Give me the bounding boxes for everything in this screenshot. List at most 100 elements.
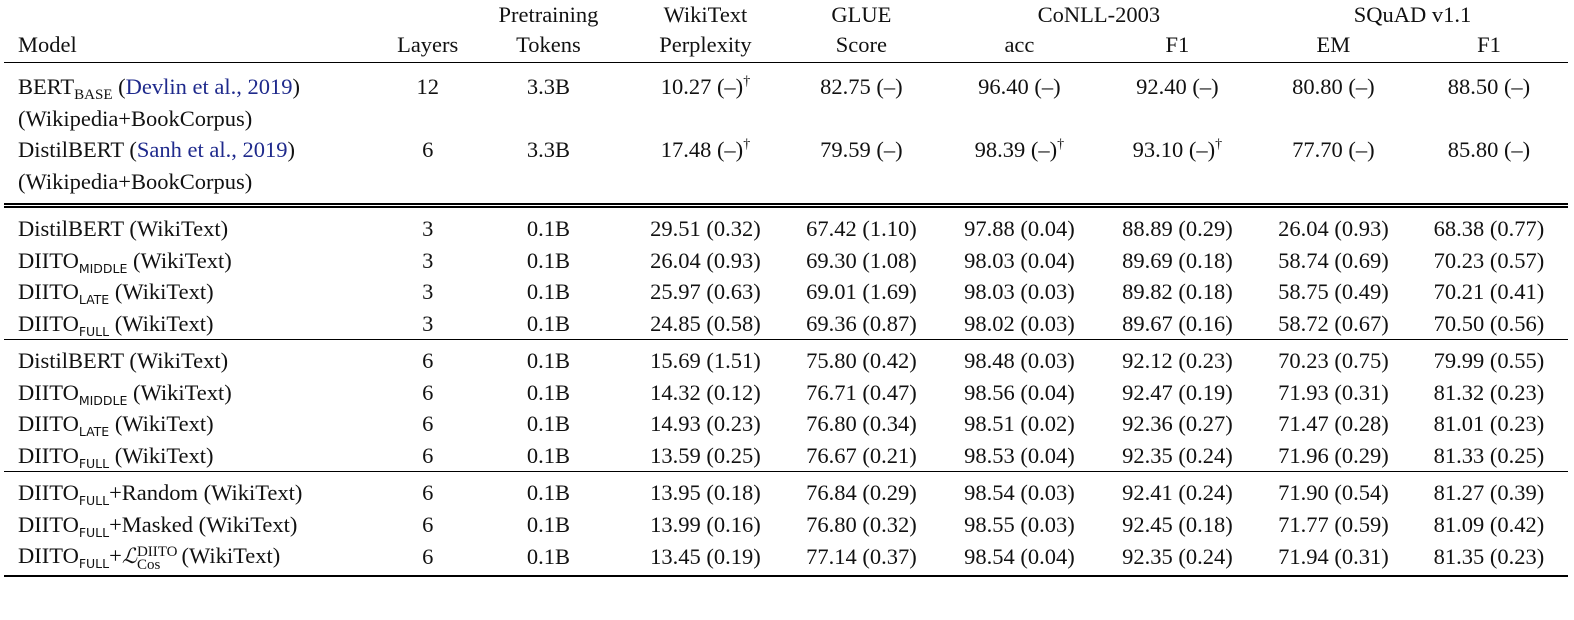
glue-score-cell: 67.42 (1.10) <box>782 206 941 245</box>
model-name: DIITO <box>18 379 79 405</box>
header-squad-f1: F1 <box>1409 30 1568 63</box>
value: 68.38 (0.77) <box>1433 216 1545 241</box>
model-name: DIITO <box>18 442 79 468</box>
value: 70.21 (0.41) <box>1433 279 1545 304</box>
value: 15.69 (1.51) <box>650 348 761 373</box>
value: 98.03 (0.03) <box>964 279 1075 304</box>
table-row: DistilBERT (WikiText) 3 0.1B 29.51 (0.32) 67… <box>4 206 1568 245</box>
value: 71.94 (0.31) <box>1278 543 1389 569</box>
value: 14.32 (0.12) <box>650 379 761 405</box>
value: 92.35 (0.24) <box>1122 442 1233 468</box>
conll-f1-cell: 92.47 (0.19) <box>1098 377 1257 409</box>
model-cell: DistilBERT (WikiText) <box>4 340 387 377</box>
model-name: DIITO <box>18 310 79 336</box>
value: 81.35 (0.23) <box>1433 543 1545 569</box>
header-glue-score: Score <box>781 30 941 63</box>
model-text: +Random (WikiText) <box>109 480 303 505</box>
conll-acc-cell: 96.40 (–) <box>941 63 1098 103</box>
model-text: (WikiText) <box>127 379 232 405</box>
value: 67.42 (1.10) <box>806 216 917 241</box>
model-text: (WikiText) <box>123 348 229 373</box>
glue-score-cell: 76.80 (0.34) <box>782 408 941 440</box>
empty-cell <box>468 103 629 135</box>
conll-f1-cell: 89.67 (0.16) <box>1097 307 1257 340</box>
layers-cell: 6 <box>422 137 434 162</box>
citation-link[interactable]: Devlin et al., 2019 <box>125 74 293 99</box>
value: 71.96 (0.29) <box>1278 442 1389 468</box>
value: 77.70 (–) <box>1292 137 1375 162</box>
model-cell: DistilBERT (Sanh et al., 2019) <box>4 134 387 166</box>
squad-em-cell: 26.04 (0.93) <box>1257 206 1410 245</box>
value: 17.48 (–) <box>660 137 744 162</box>
value: 81.09 (0.42) <box>1433 511 1545 537</box>
header-row-1: Pretraining WikiText GLUE CoNLL-2003 SQu… <box>4 0 1568 30</box>
model-text: ) <box>292 74 300 99</box>
table-row: DIITOFULL+Random (WikiText) 6 0.1B 13.95 (0… <box>4 472 1568 509</box>
tokens-cell: 3.3B <box>526 137 571 162</box>
conll-acc-cell: 98.56 (0.04) <box>941 377 1098 409</box>
model-text: (WikiText) <box>109 411 214 436</box>
tokens-cell: 0.1B <box>526 480 571 505</box>
squad-f1-cell: 70.23 (0.57) <box>1410 245 1568 277</box>
squad-f1-cell: 81.32 (0.23) <box>1410 377 1568 409</box>
model-subscript: MIDDLE <box>78 392 128 408</box>
table-row-continuation: (Wikipedia+BookCorpus) <box>4 103 1568 135</box>
model-subscript: LATE <box>78 424 110 439</box>
perplexity-cell: 13.59 (0.25) <box>628 439 782 472</box>
value: 13.59 (0.25) <box>650 442 761 468</box>
perplexity-cell: 15.69 (1.51) <box>629 340 782 377</box>
squad-em-cell: 80.80 (–) <box>1257 63 1410 103</box>
squad-f1-cell: 85.80 (–) <box>1410 134 1568 166</box>
model-name: DIITO <box>18 480 79 505</box>
value: 93.10 (–) <box>1132 137 1216 162</box>
squad-f1-cell: 68.38 (0.77) <box>1410 206 1568 245</box>
value: 89.82 (0.18) <box>1122 279 1233 304</box>
header-conll-f1: F1 <box>1097 30 1257 63</box>
model-subscript: FULL <box>78 323 110 339</box>
value: 10.27 (–) <box>660 74 744 99</box>
table-row: DistilBERT (Sanh et al., 2019) 6 3.3B 17.48… <box>4 134 1568 166</box>
empty-cell <box>782 103 941 135</box>
value: 75.80 (0.42) <box>806 348 917 373</box>
empty-cell <box>940 165 1098 208</box>
conll-f1-cell: 92.36 (0.27) <box>1098 408 1257 440</box>
value: 58.72 (0.67) <box>1278 310 1389 336</box>
conll-acc-cell: 98.53 (0.04) <box>940 439 1098 472</box>
model-cell: DIITOFULL+ℒ DIITO Cos (WikiText) <box>4 540 388 577</box>
glue-score-cell: 76.80 (0.32) <box>782 509 941 541</box>
model-text: (WikiText) <box>123 216 229 241</box>
layers-cell: 12 <box>416 74 439 99</box>
squad-f1-cell: 81.33 (0.25) <box>1409 439 1568 472</box>
model-text: +Masked (WikiText) <box>109 511 298 537</box>
model-name: DistilBERT <box>18 137 124 162</box>
value: 69.30 (1.08) <box>806 247 917 273</box>
layers-cell: 3 <box>422 247 434 273</box>
model-name: DistilBERT <box>18 216 124 241</box>
conll-f1-cell: 92.12 (0.23) <box>1098 340 1257 377</box>
model-cell: DIITOMIDDLE (WikiText) <box>4 245 387 277</box>
value: 98.03 (0.04) <box>964 247 1075 273</box>
model-name: DIITO <box>18 279 79 304</box>
model-cell: DIITOMIDDLE (WikiText) <box>4 377 387 409</box>
model-subscript: MIDDLE <box>78 260 128 276</box>
layers-cell: 3 <box>387 307 468 340</box>
model-text: + <box>109 543 122 568</box>
conll-f1-cell: 92.35 (0.24) <box>1097 540 1257 577</box>
table-body: BERTBASE (Devlin et al., 2019) 12 3.3B 10.2… <box>4 63 1568 577</box>
empty-cell <box>387 103 468 135</box>
squad-f1-cell: 70.21 (0.41) <box>1410 276 1568 308</box>
model-subscript: BASE <box>74 87 113 103</box>
empty-cell <box>467 165 629 208</box>
tokens-cell: 0.1B <box>526 348 571 373</box>
value: 14.93 (0.23) <box>650 411 761 436</box>
value: 89.69 (0.18) <box>1122 247 1233 273</box>
loss-subscript: Cos <box>136 557 161 573</box>
header-glue-top: GLUE <box>831 2 892 27</box>
tokens-cell: 0.1B <box>526 279 571 304</box>
citation-link[interactable]: Sanh et al., 2019 <box>136 137 288 162</box>
value: 70.50 (0.56) <box>1433 310 1545 336</box>
value: 76.80 (0.32) <box>806 511 917 537</box>
conll-acc-cell: 98.39 (–)† <box>941 134 1098 166</box>
value: 92.40 (–) <box>1136 74 1219 99</box>
perplexity-cell: 13.45 (0.19) <box>628 540 782 577</box>
